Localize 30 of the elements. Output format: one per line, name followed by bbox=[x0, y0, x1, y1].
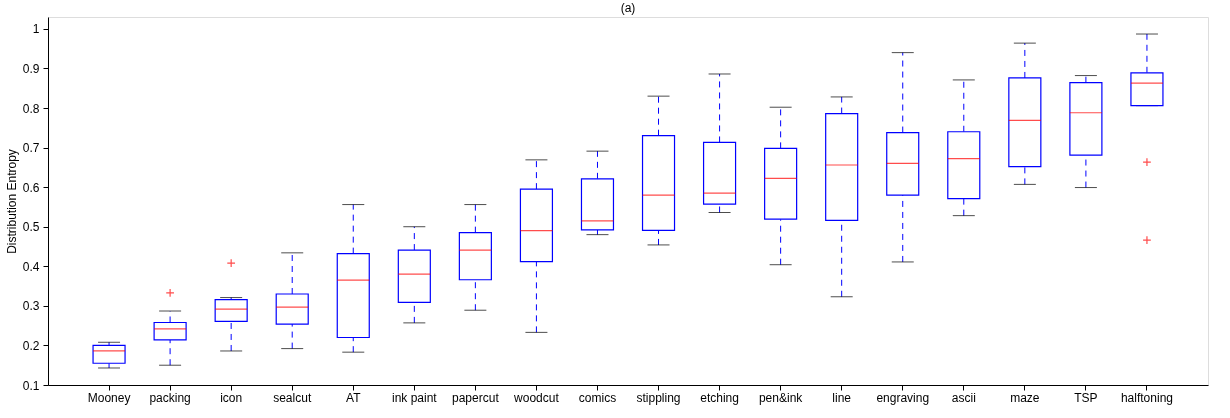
x-tick-label: packing bbox=[149, 390, 191, 405]
x-tick-label: TSP bbox=[1074, 390, 1098, 405]
y-tick-label: 0.2 bbox=[22, 338, 40, 353]
y-tick-label: 1 bbox=[32, 22, 40, 37]
x-tick-label: pen&ink bbox=[758, 390, 804, 405]
x-tick-label: line bbox=[832, 390, 852, 405]
x-tick-label: etching bbox=[700, 390, 739, 405]
x-tick-label: woodcut bbox=[513, 390, 560, 405]
y-tick-label: 0.1 bbox=[22, 378, 40, 393]
x-tick-label: engraving bbox=[876, 390, 930, 405]
y-tick-label: 0.3 bbox=[22, 299, 40, 314]
x-tick-label: sealcut bbox=[273, 390, 312, 405]
x-tick-label: halftoning bbox=[1120, 390, 1173, 405]
y-tick-label: 0.8 bbox=[22, 101, 40, 116]
y-tick-label: 0.4 bbox=[22, 259, 40, 274]
x-tick-label: icon bbox=[220, 390, 243, 405]
x-tick-label: maze bbox=[1010, 390, 1040, 405]
y-tick-label: 0.6 bbox=[22, 180, 40, 195]
chart-title: (a) bbox=[620, 1, 636, 15]
x-tick-label: AT bbox=[346, 390, 362, 405]
y-tick-label: 0.7 bbox=[22, 141, 40, 156]
x-tick-label: Mooney bbox=[87, 390, 131, 405]
x-tick-label: ink paint bbox=[391, 390, 438, 405]
y-axis-title: Distribution Entropy bbox=[4, 149, 19, 254]
y-tick-label: 0.9 bbox=[22, 61, 40, 76]
x-tick-label: comics bbox=[578, 390, 617, 405]
x-tick-label: papercut bbox=[452, 390, 500, 405]
x-tick-label: ascii bbox=[951, 390, 976, 405]
x-tick-label: stippling bbox=[636, 390, 681, 405]
y-tick-label: 0.5 bbox=[22, 220, 40, 235]
